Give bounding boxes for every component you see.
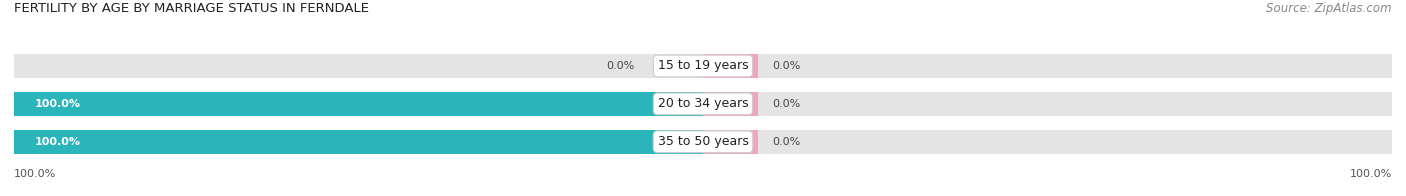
Text: 35 to 50 years: 35 to 50 years [658, 135, 748, 148]
Bar [703, 130, 758, 153]
Bar [703, 130, 1392, 153]
Bar [703, 92, 758, 116]
Bar [14, 54, 703, 78]
Text: 100.0%: 100.0% [1350, 169, 1392, 179]
Bar [703, 54, 758, 78]
Text: 100.0%: 100.0% [35, 137, 80, 147]
Bar [14, 92, 703, 116]
Bar [14, 130, 703, 153]
Text: 20 to 34 years: 20 to 34 years [658, 97, 748, 110]
Text: 100.0%: 100.0% [14, 169, 56, 179]
Bar [703, 92, 1392, 116]
Text: 0.0%: 0.0% [772, 61, 800, 71]
Text: 100.0%: 100.0% [35, 99, 80, 109]
Bar [14, 92, 703, 116]
Text: 15 to 19 years: 15 to 19 years [658, 60, 748, 73]
Text: FERTILITY BY AGE BY MARRIAGE STATUS IN FERNDALE: FERTILITY BY AGE BY MARRIAGE STATUS IN F… [14, 2, 368, 15]
Text: 0.0%: 0.0% [772, 137, 800, 147]
Text: 0.0%: 0.0% [772, 99, 800, 109]
Bar [14, 130, 703, 153]
Bar [703, 54, 1392, 78]
Text: Source: ZipAtlas.com: Source: ZipAtlas.com [1267, 2, 1392, 15]
Text: 0.0%: 0.0% [606, 61, 634, 71]
